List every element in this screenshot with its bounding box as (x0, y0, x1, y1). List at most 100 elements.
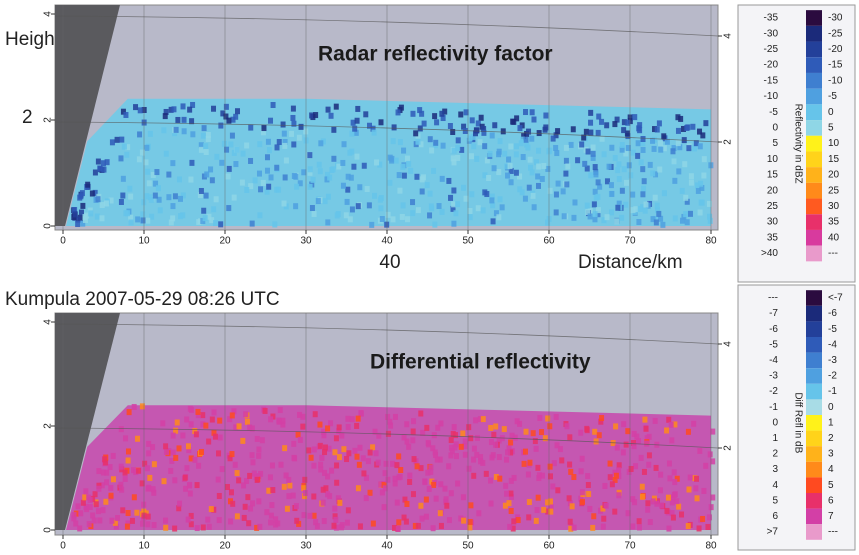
echo-cell (135, 435, 141, 442)
echo-cell (478, 458, 484, 465)
echo-cell (417, 107, 423, 114)
echo-cell (623, 150, 629, 157)
echo-cell (334, 479, 340, 486)
y-tick-label-large: 2 (22, 107, 33, 128)
echo-cell (172, 193, 178, 200)
echo-cell (289, 130, 295, 137)
echo-cell (596, 432, 602, 439)
echo-cell (484, 157, 490, 164)
echo-cell (567, 434, 573, 441)
echo-cell (584, 202, 590, 209)
echo-cell (121, 143, 127, 150)
echo-cell (654, 500, 660, 507)
echo-cell (421, 120, 427, 127)
echo-cell (632, 114, 638, 121)
echo-cell (291, 120, 297, 127)
echo-cell (247, 472, 253, 479)
echo-cell (356, 461, 362, 468)
echo-cell (229, 412, 235, 419)
echo-cell (266, 147, 272, 154)
colorbar-upper-label: -5 (828, 91, 837, 102)
echo-cell (80, 202, 86, 209)
echo-cell (550, 135, 556, 142)
echo-cell (446, 517, 452, 524)
colorbar-swatch (806, 446, 822, 462)
echo-cell (420, 429, 426, 436)
echo-cell (448, 490, 454, 497)
echo-cell (172, 130, 178, 137)
echo-cell (429, 478, 435, 485)
caption: Kumpula 2007-05-29 08:26 UTC (5, 289, 280, 310)
echo-cell (217, 417, 223, 424)
echo-cell (697, 209, 703, 216)
echo-cell (410, 491, 416, 498)
echo-cell (434, 456, 440, 463)
echo-cell (571, 474, 577, 481)
echo-cell (424, 182, 430, 189)
echo-cell (96, 485, 102, 492)
echo-cell (557, 446, 563, 453)
echo-cell (309, 112, 315, 119)
echo-cell (85, 181, 91, 188)
echo-cell (264, 509, 270, 516)
echo-cell (104, 159, 110, 166)
colorbar-swatch (806, 508, 822, 525)
x-tick-label: 70 (624, 541, 636, 552)
colorbar-lower-label: -25 (764, 44, 779, 55)
echo-cell (139, 403, 145, 410)
echo-cell (290, 105, 296, 112)
echo-cell (563, 157, 569, 164)
echo-cell (666, 525, 672, 532)
echo-cell (523, 109, 529, 116)
echo-cell (118, 481, 124, 488)
echo-cell (397, 187, 403, 194)
echo-cell (293, 503, 299, 510)
echo-cell (307, 169, 313, 176)
echo-cell (350, 119, 356, 126)
echo-cell (110, 476, 116, 483)
echo-cell (330, 166, 336, 173)
echo-cell (664, 427, 670, 434)
echo-cell (385, 413, 391, 420)
echo-cell (280, 421, 286, 428)
echo-cell (439, 175, 445, 182)
echo-cell (147, 474, 153, 481)
echo-cell (107, 464, 113, 471)
echo-cell (652, 126, 658, 133)
echo-cell (602, 482, 608, 489)
echo-cell (78, 209, 84, 216)
echo-cell (637, 122, 643, 129)
echo-cell (587, 505, 593, 512)
echo-cell (458, 515, 464, 522)
colorbar-lower-label: 0 (772, 417, 778, 428)
echo-cell (471, 445, 477, 452)
echo-cell (481, 125, 487, 132)
echo-cell (297, 436, 303, 443)
echo-cell (114, 136, 120, 143)
echo-cell (262, 407, 268, 414)
echo-cell (371, 129, 377, 136)
echo-cell (547, 463, 553, 470)
colorbar-upper-label: 35 (828, 217, 840, 228)
echo-cell (355, 105, 361, 112)
echo-cell (487, 150, 493, 157)
echo-cell (251, 470, 257, 477)
echo-cell (467, 135, 473, 142)
echo-cell (170, 449, 176, 456)
echo-cell (142, 460, 148, 467)
blind-zone (55, 313, 120, 530)
echo-cell (240, 437, 246, 444)
echo-cell (517, 186, 523, 193)
y2-tick-label: 4 (723, 341, 734, 347)
colorbar-lower-label: -1 (769, 402, 778, 413)
echo-cell (75, 503, 81, 510)
echo-cell (672, 491, 678, 498)
echo-cell (508, 449, 514, 456)
echo-cell (529, 169, 535, 176)
echo-cell (666, 416, 672, 423)
colorbar-upper-label: 0 (828, 107, 834, 118)
echo-cell (614, 218, 620, 225)
echo-cell (170, 160, 176, 167)
echo-cell (302, 476, 308, 483)
echo-cell (290, 114, 296, 121)
